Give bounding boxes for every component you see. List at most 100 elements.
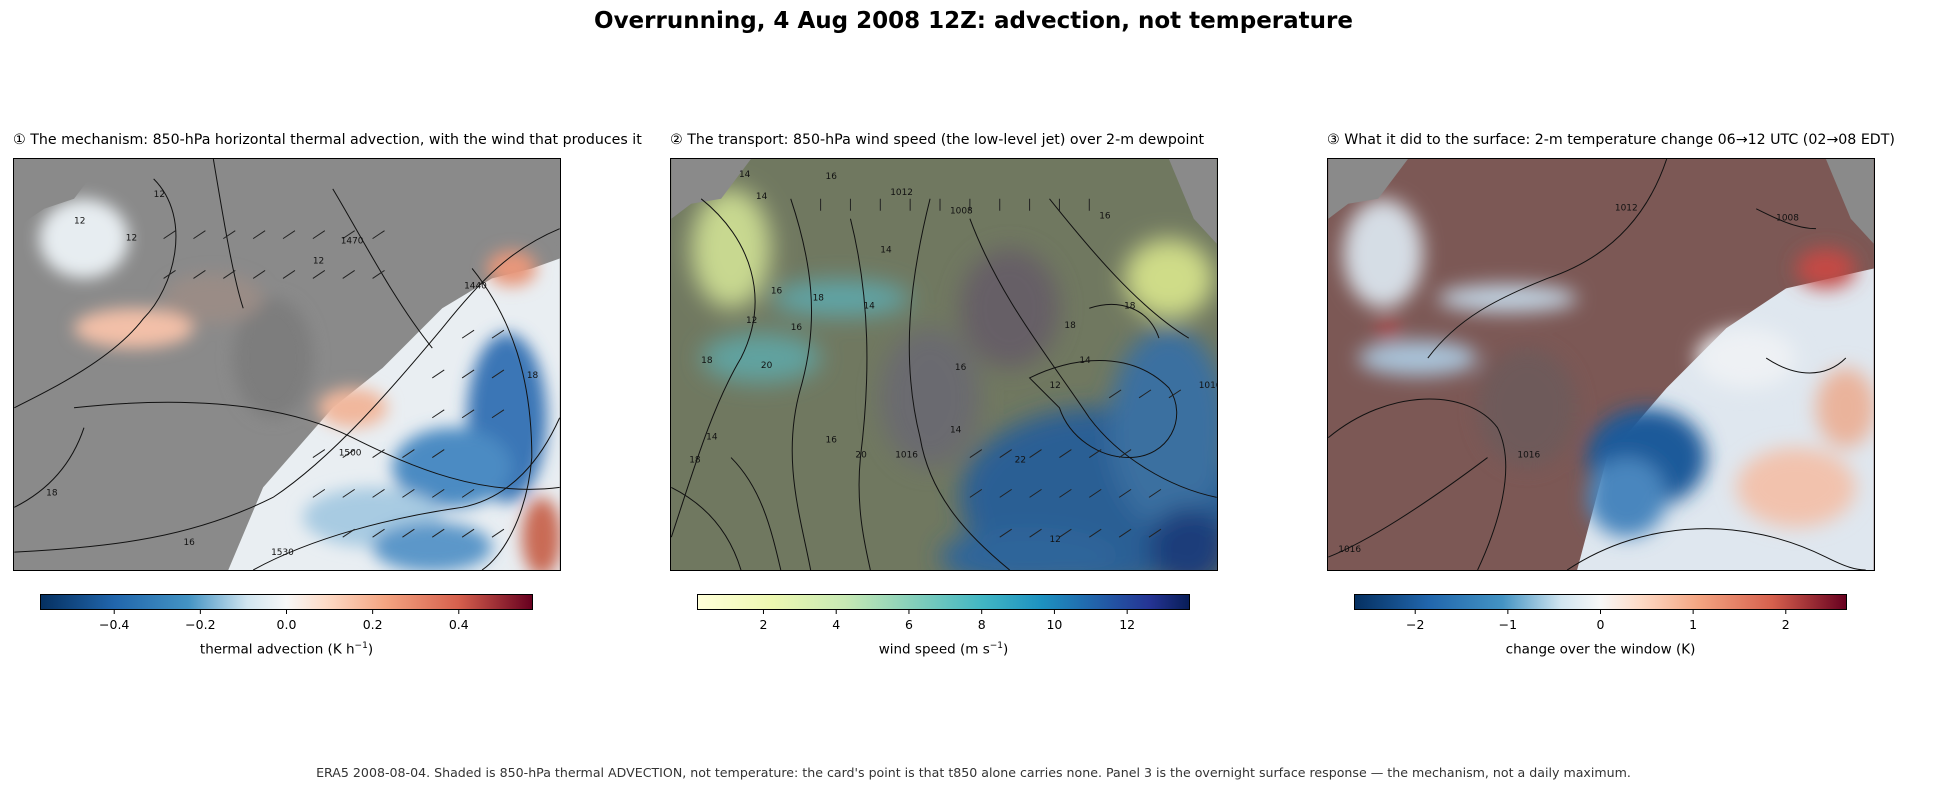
colorbar-tick-label: 10 — [1046, 617, 1062, 632]
wind-speed-field — [671, 159, 1217, 570]
contour-label: 14 — [950, 426, 962, 436]
contour-label: 20 — [761, 361, 773, 371]
contour-label: 1016 — [1517, 451, 1540, 461]
panel-2-colorbar-ticks: 2 4 6 8 10 12 — [759, 609, 1135, 632]
contour-label: 12 — [74, 217, 85, 227]
contour-label: 14 — [756, 192, 768, 202]
panel-1-colorbar-label-exp: −1 — [354, 641, 368, 651]
panel-2-colorbar-label-exp: −1 — [989, 641, 1004, 651]
wind-barbs — [820, 198, 1182, 538]
panel-3-colorbar-svg: −2 −1 0 1 2 — [1355, 595, 1846, 632]
contour-lines — [14, 159, 560, 570]
contour-label: 1016 — [1199, 381, 1217, 391]
colorbar-tick-label: 0.2 — [363, 617, 383, 632]
contour-label: 16 — [826, 172, 838, 182]
panel-3-colorbar-ticks: −2 −1 0 1 2 — [1406, 609, 1790, 632]
colorbar-tick-label: −1 — [1499, 617, 1517, 632]
contour-label: 14 — [706, 433, 718, 443]
contour-label: 1440 — [464, 281, 487, 291]
panel-3-colorbar-label-text: change over the window (K) — [1505, 641, 1696, 658]
panel-3-colorbar-label: change over the window (K) — [1354, 641, 1847, 658]
panel-2-colorbar-svg: 2 4 6 8 10 12 — [698, 595, 1189, 632]
contour-label: 18 — [701, 356, 713, 366]
contour-label: 16 — [1099, 212, 1111, 222]
colorbar-tick-label: 2 — [759, 617, 767, 632]
panel-2-colorbar-label-close: ) — [1003, 641, 1009, 658]
contour-label: 18 — [46, 488, 58, 498]
contour-label: 18 — [689, 456, 701, 466]
colorbar-tick-label: 12 — [1119, 617, 1135, 632]
colorbar-tick-label: 6 — [905, 617, 913, 632]
contour-label: 1530 — [271, 548, 294, 558]
contour-label: 1500 — [339, 449, 362, 459]
contour-label: 14 — [880, 246, 892, 256]
panel-2-title: ② The transport: 850-hPa wind speed (the… — [670, 132, 1205, 148]
contour-label: 18 — [1124, 301, 1136, 311]
contour-label: 12 — [126, 234, 137, 244]
contour-label: 1016 — [1338, 545, 1361, 555]
colorbar-tick-label: 4 — [832, 617, 840, 632]
panel-3-svg: 1012 1008 1016 1016 — [1328, 159, 1874, 570]
colorbar-tick-label: 0.4 — [449, 617, 469, 632]
colorbar-tick-label: 0 — [1597, 617, 1605, 632]
contour-label: 16 — [826, 436, 838, 446]
panel-1-colorbar-svg: −0.4 −0.2 0.0 0.2 0.4 — [41, 595, 532, 632]
panel-3-map: 1012 1008 1016 1016 — [1327, 158, 1875, 571]
contour-label: 1012 — [890, 188, 913, 198]
contour-label: 1016 — [895, 451, 918, 461]
figure-title: Overrunning, 4 Aug 2008 12Z: advection, … — [594, 8, 1353, 34]
contour-label: 22 — [1015, 456, 1026, 466]
contour-label: 16 — [791, 323, 803, 333]
panel-3-title: ③ What it did to the surface: 2-m temper… — [1327, 132, 1895, 148]
colorbar-tick-label: −0.4 — [99, 617, 129, 632]
panel-1-svg: 12 12 12 12 1470 1440 1500 1530 18 16 18 — [14, 159, 560, 570]
contour-label: 16 — [771, 286, 783, 296]
panel-1-colorbar-label: thermal advection (K h−1) — [40, 641, 533, 658]
panel-1-colorbar-label-text: thermal advection (K h — [199, 641, 355, 658]
contour-labels: 12 12 12 12 1470 1440 1500 1530 18 16 18 — [46, 190, 538, 558]
colorbar-tick-label: 0.0 — [277, 617, 297, 632]
contour-label: 12 — [746, 316, 757, 326]
contour-label: 20 — [855, 451, 867, 461]
contour-labels: 14 16 14 1012 1008 16 14 16 18 12 16 14 18 20 18 18 14 12… — [689, 170, 1217, 545]
figure-footer: ERA5 2008-08-04. Shaded is 850-hPa therm… — [316, 765, 1631, 780]
contour-label: 12 — [1049, 535, 1060, 545]
contour-labels: 1012 1008 1016 1016 — [1338, 204, 1799, 555]
temperature-change-field — [1328, 159, 1874, 570]
panel-1-colorbar-label-close: ) — [367, 641, 374, 658]
contour-label: 1008 — [1776, 214, 1799, 224]
panel-2-map: 14 16 14 1012 1008 16 14 16 18 12 16 14 18 20 18 18 14 12… — [670, 158, 1218, 571]
contour-label: 12 — [1049, 381, 1060, 391]
contour-label: 18 — [527, 371, 539, 381]
wind-barbs — [163, 230, 505, 538]
panel-1-map: 12 12 12 12 1470 1440 1500 1530 18 16 18 — [13, 158, 561, 571]
panel-3-colorbar: −2 −1 0 1 2 — [1354, 594, 1847, 632]
colorbar-tick-label: 1 — [1689, 617, 1697, 632]
contour-label: 1012 — [1615, 204, 1638, 214]
contour-label: 16 — [184, 538, 196, 548]
contour-label: 18 — [813, 293, 825, 303]
colorbar-tick-label: 2 — [1782, 617, 1790, 632]
colorbar-tick-label: −0.2 — [185, 617, 215, 632]
contour-label: 14 — [1079, 356, 1091, 366]
contour-label: 18 — [1064, 321, 1076, 331]
colorbar-tick-label: 8 — [978, 617, 986, 632]
dewpoint-contours — [671, 198, 1217, 570]
panel-1-colorbar-ticks: −0.4 −0.2 0.0 0.2 0.4 — [99, 609, 469, 632]
panel-2-colorbar-label-text: wind speed (m s — [878, 641, 990, 658]
contour-label: 12 — [313, 256, 324, 266]
advection-field — [14, 159, 560, 570]
contour-label: 14 — [739, 170, 751, 180]
panel-2-colorbar-label: wind speed (m s−1) — [697, 641, 1190, 658]
contour-label: 16 — [955, 363, 967, 373]
contour-label: 14 — [863, 301, 875, 311]
contour-label: 1008 — [950, 207, 973, 217]
panel-1-title: ① The mechanism: 850-hPa horizontal ther… — [13, 132, 642, 148]
contour-label: 12 — [154, 190, 165, 200]
panel-2-svg: 14 16 14 1012 1008 16 14 16 18 12 16 14 18 20 18 18 14 12… — [671, 159, 1217, 570]
pressure-contours — [1328, 159, 1866, 570]
colorbar-tick-label: −2 — [1406, 617, 1424, 632]
panel-1-colorbar: −0.4 −0.2 0.0 0.2 0.4 — [40, 594, 533, 632]
contour-label: 1470 — [341, 237, 364, 247]
panel-2-colorbar: 2 4 6 8 10 12 — [697, 594, 1190, 632]
